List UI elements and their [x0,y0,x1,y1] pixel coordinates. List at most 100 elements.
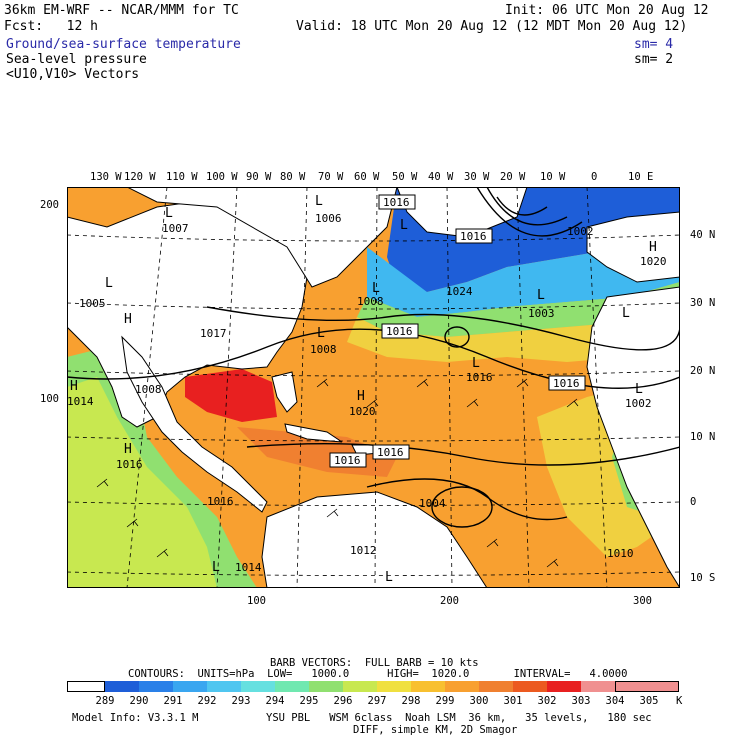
lon-label: 110 W [166,171,198,183]
colorbar-tick: 303 [571,695,591,707]
pressure-label: 1016 [207,495,234,508]
pressure-label: 1006 [315,212,342,225]
low-center-marker: L [212,560,220,575]
colorbar-cell [105,681,139,692]
colorbar-tick: 301 [503,695,523,707]
pressure-label: 1016 [386,325,413,338]
low-center-marker: L [472,356,480,371]
lon-label: 10 W [540,171,566,183]
valid-time: Valid: 18 UTC Mon 20 Aug 12 (12 MDT Mon … [296,19,688,34]
lon-label: 120 W [124,171,156,183]
colorbar-cell [615,681,679,692]
lon-label: 0 [591,171,598,183]
pressure-label-group: 1007 1006 1016 1016 1024 1003 1020 1002 … [67,194,667,574]
field-1-name: Ground/sea-surface temperature [6,37,241,52]
colorbar-tick: 298 [401,695,421,707]
pressure-label: 1014 [67,395,94,408]
pressure-label: 1016 [116,458,143,471]
colorbar-cell [547,681,581,692]
x-index-label: 100 [247,595,266,607]
forecast-hour: Fcst: 12 h [4,19,98,34]
pressure-label-box [378,194,416,210]
colorbar-tick: 300 [469,695,489,707]
model-info: Model Info: V3.3.1 M [72,712,199,724]
colorbar-tick: 289 [95,695,115,707]
pressure-label-box [381,323,419,339]
colorbar-tick: 305 [639,695,659,707]
colorbar-tick: 294 [265,695,285,707]
lat-label: 20 N [690,365,716,377]
colorbar-tick: 291 [163,695,183,707]
colorbar-tick: 304 [605,695,625,707]
y-index-label: 100 [40,393,59,405]
africa-land [586,286,680,588]
pressure-label: 1004 [419,497,446,510]
colorbar-tick: 295 [299,695,319,707]
colorbar-tick: 292 [197,695,217,707]
x-index-label: 200 [440,595,459,607]
pressure-label-box [455,228,493,244]
pressure-label: 1010 [607,547,634,560]
pressure-label: 1002 [625,397,652,410]
low-center-marker: L [400,218,408,233]
barb-vectors-legend: BARB VECTORS: FULL BARB = 10 kts [270,657,479,669]
colorbar-cell [479,681,513,692]
colorbar-cell [513,681,547,692]
low-center-marker: L [622,306,630,321]
lat-label: 30 N [690,297,716,309]
colorbar-cell [309,681,343,692]
colorbar-cell [207,681,241,692]
pressure-label-box [329,452,367,468]
high-center-marker: H [124,312,132,327]
pressure-label: 1007 [162,222,189,235]
pressure-label: 1016 [553,377,580,390]
colorbar-cell [343,681,377,692]
low-center-marker: L [385,570,393,585]
colorbar-cell [377,681,411,692]
pressure-label-box [372,444,410,460]
lon-label: 60 W [354,171,380,183]
lon-label: 100 W [206,171,238,183]
pressure-label: 1008 [357,295,384,308]
pressure-contours [67,187,680,528]
model-physics: YSU PBL WSM 6class Noah LSM 36 km, 35 le… [266,712,652,724]
low-center-marker: L [537,288,545,303]
low-center-marker: L [635,382,643,397]
lon-label: 30 W [464,171,490,183]
lat-label: 10 S [690,572,716,584]
sst-pressure-map: 1007 1006 1016 1016 1024 1003 1020 1002 … [67,187,680,588]
pressure-label: 1016 [383,196,410,209]
pressure-label-box [548,375,586,391]
lon-label: 20 W [500,171,526,183]
pressure-label: 1020 [640,255,667,268]
diffusion-info: DIFF, simple KM, 2D Smagor [353,724,518,736]
pressure-label: 1012 [350,544,377,557]
pressure-label: 1024 [446,285,473,298]
pressure-label: 1020 [349,405,376,418]
sst-gulf-hot [185,369,277,422]
pressure-label: 1016 [334,454,361,467]
colorbar-tick: 302 [537,695,557,707]
field-3-name: <U10,V10> Vectors [6,67,140,82]
colorbar-tick: 297 [367,695,387,707]
lon-label: 70 W [318,171,344,183]
lon-label: 50 W [392,171,418,183]
colorbar-units: K [676,695,683,707]
high-center-marker: H [70,379,78,394]
pressure-label: 1016 [377,446,404,459]
field-1-smoothing: sm= 4 [634,37,674,52]
wind-barbs [96,378,579,568]
colorbar-tick: 290 [129,695,149,707]
field-2-smoothing: sm= 2 [634,52,674,67]
pressure-label: 1008 [310,343,337,356]
colorbar-cell [173,681,207,692]
low-center-marker: L [317,326,325,341]
plot-title: 36km EM-WRF -- NCAR/MMM for TC [4,3,239,18]
x-index-label: 300 [633,595,652,607]
low-center-marker: L [165,206,173,221]
colorbar-cell [411,681,445,692]
pressure-label: 1003 [528,307,555,320]
map-frame [67,187,680,588]
colorbar-cell [445,681,479,692]
pressure-centers: L L L L L L L L L L H H H H H L L [70,194,657,585]
